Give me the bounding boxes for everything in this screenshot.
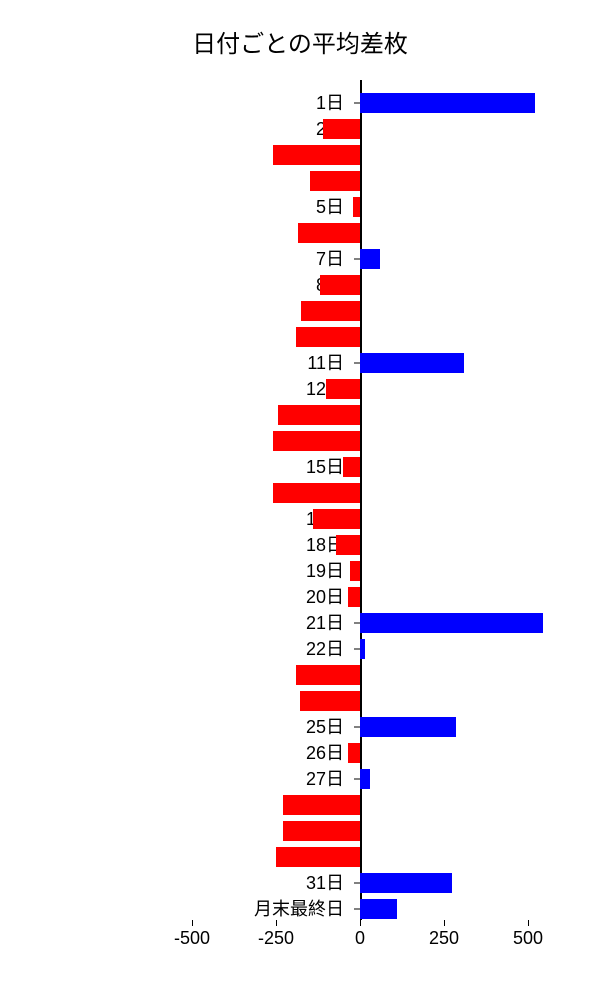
bar (283, 821, 360, 841)
bar (273, 145, 360, 165)
chart-container: 日付ごとの平均差枚 1日2日3日4日5日6日7日8日9日10日11日12日13日… (0, 0, 600, 1000)
bar-row: 10日 (150, 324, 570, 350)
bar-row: 2日 (150, 116, 570, 142)
bar (278, 405, 360, 425)
bar (296, 665, 360, 685)
bar-row: 29日 (150, 818, 570, 844)
bar-row: 5日 (150, 194, 570, 220)
bar-row: 31日 (150, 870, 570, 896)
bar (360, 93, 535, 113)
bar (323, 119, 360, 139)
x-tick-label: -500 (174, 928, 210, 949)
x-tick-label: 0 (355, 928, 365, 949)
category-label: 5日 (316, 196, 344, 218)
bar (360, 873, 452, 893)
bar (348, 743, 360, 763)
bar-row: 17日 (150, 506, 570, 532)
bar (273, 431, 360, 451)
bar (353, 197, 360, 217)
x-tick (276, 920, 277, 926)
x-tick (360, 920, 361, 926)
bar (301, 301, 360, 321)
bar (360, 639, 365, 659)
bar-row: 24日 (150, 688, 570, 714)
bars-group: 1日2日3日4日5日6日7日8日9日10日11日12日13日14日15日16日1… (150, 90, 570, 920)
category-label: 20日 (306, 586, 344, 608)
category-label: 31日 (306, 872, 344, 894)
bar (348, 587, 360, 607)
bar-row: 26日 (150, 740, 570, 766)
category-label: 1日 (316, 92, 344, 114)
x-tick (444, 920, 445, 926)
bar-row: 1日 (150, 90, 570, 116)
bar (336, 535, 360, 555)
x-tick-label: 500 (513, 928, 543, 949)
bar (276, 847, 360, 867)
bar (273, 483, 360, 503)
bar-row: 18日 (150, 532, 570, 558)
bar-row: 8日 (150, 272, 570, 298)
bar (326, 379, 360, 399)
bar-row: 20日 (150, 584, 570, 610)
bar-row: 12日 (150, 376, 570, 402)
bar-row: 22日 (150, 636, 570, 662)
bar (300, 691, 360, 711)
x-tick-label: -250 (258, 928, 294, 949)
bar-row: 6日 (150, 220, 570, 246)
bar (360, 249, 380, 269)
bar-row: 月末最終日 (150, 896, 570, 922)
bar-row: 9日 (150, 298, 570, 324)
plot-area: 1日2日3日4日5日6日7日8日9日10日11日12日13日14日15日16日1… (150, 80, 570, 950)
bar (313, 509, 360, 529)
bar-row: 28日 (150, 792, 570, 818)
category-label: 月末最終日 (254, 898, 344, 920)
bar-row: 27日 (150, 766, 570, 792)
bar-row: 13日 (150, 402, 570, 428)
category-label: 22日 (306, 638, 344, 660)
category-label: 15日 (306, 456, 344, 478)
bar (360, 613, 543, 633)
bar-row: 7日 (150, 246, 570, 272)
x-tick (192, 920, 193, 926)
bar-row: 19日 (150, 558, 570, 584)
bar-row: 16日 (150, 480, 570, 506)
category-label: 25日 (306, 716, 344, 738)
bar (350, 561, 360, 581)
bar-row: 30日 (150, 844, 570, 870)
bar-row: 11日 (150, 350, 570, 376)
bar-row: 21日 (150, 610, 570, 636)
x-tick (528, 920, 529, 926)
bar (296, 327, 360, 347)
bar-row: 25日 (150, 714, 570, 740)
bar (360, 899, 397, 919)
bar-row: 15日 (150, 454, 570, 480)
category-label: 19日 (306, 560, 344, 582)
bar-row: 3日 (150, 142, 570, 168)
category-label: 11日 (307, 352, 344, 374)
bar-row: 23日 (150, 662, 570, 688)
bar (360, 353, 464, 373)
x-tick-label: 250 (429, 928, 459, 949)
bar-row: 14日 (150, 428, 570, 454)
bar (310, 171, 360, 191)
bar (320, 275, 360, 295)
category-label: 21日 (306, 612, 344, 634)
category-label: 27日 (306, 768, 344, 790)
chart-title: 日付ごとの平均差枚 (0, 24, 600, 59)
bar (360, 769, 370, 789)
bar (360, 717, 456, 737)
bar-row: 4日 (150, 168, 570, 194)
bar (343, 457, 360, 477)
bar (298, 223, 360, 243)
category-label: 7日 (316, 248, 344, 270)
category-label: 26日 (306, 742, 344, 764)
bar (283, 795, 360, 815)
